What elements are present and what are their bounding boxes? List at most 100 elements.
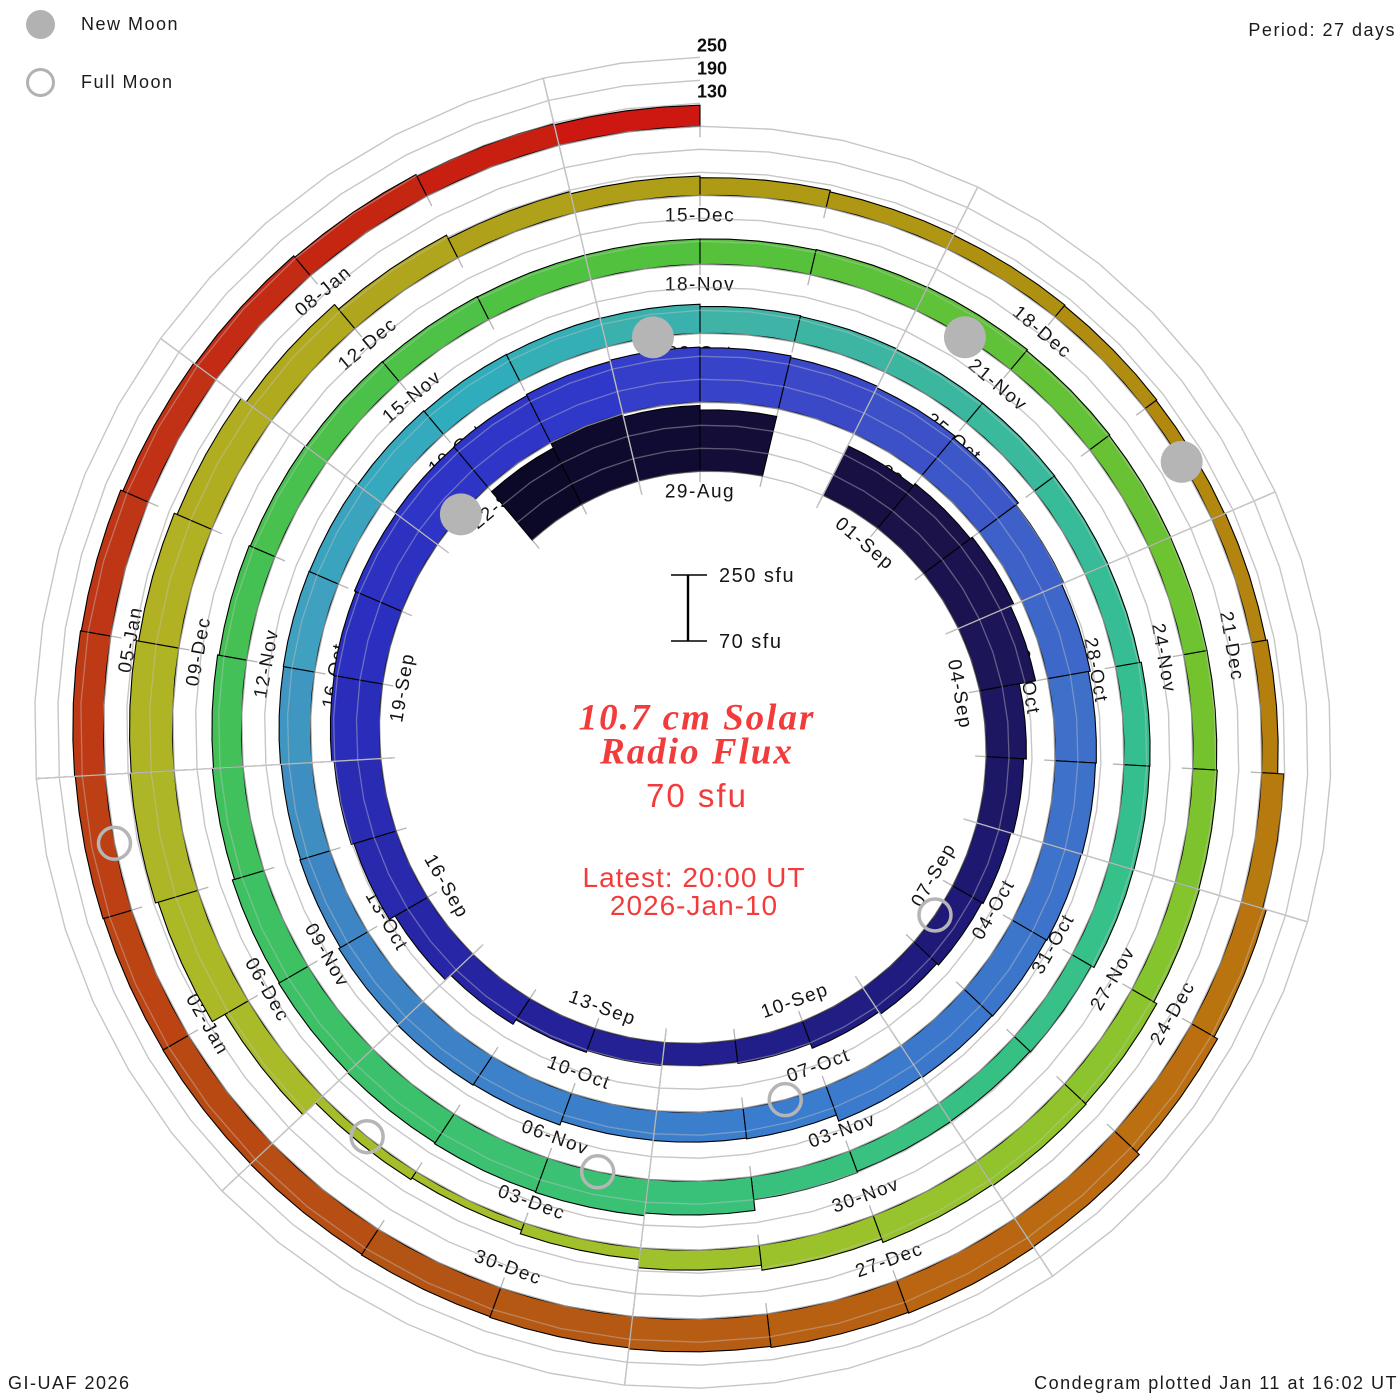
day-tick bbox=[326, 461, 336, 470]
flux-bar bbox=[900, 988, 993, 1079]
full-moon-marker bbox=[917, 897, 953, 933]
flux-bar bbox=[1011, 842, 1082, 942]
grid-spoke-over bbox=[945, 491, 1276, 635]
day-tick bbox=[955, 981, 965, 990]
day-tick bbox=[547, 1147, 553, 1159]
day-tick bbox=[817, 495, 824, 506]
grid-spoke-over bbox=[854, 975, 1054, 1277]
day-tick bbox=[1181, 1017, 1192, 1025]
grid-spoke-over bbox=[624, 1028, 667, 1386]
day-tick bbox=[1164, 878, 1176, 883]
day-tick bbox=[570, 1082, 576, 1094]
grid-spoke-over bbox=[542, 78, 643, 495]
flux-bar bbox=[231, 869, 309, 984]
grid-spoke-over bbox=[816, 186, 979, 509]
new-moon-label: New Moon bbox=[81, 13, 180, 34]
flux-bar bbox=[766, 1280, 910, 1349]
flux-bar bbox=[433, 1113, 549, 1193]
full-moon-marker bbox=[579, 1154, 616, 1190]
grid-spoke-over bbox=[963, 818, 1308, 923]
day-tick bbox=[1240, 642, 1252, 646]
day-tick bbox=[631, 1305, 635, 1317]
grid-spoke-over bbox=[542, 78, 643, 495]
flux-bar bbox=[1042, 760, 1097, 856]
day-tick bbox=[798, 1010, 803, 1022]
day-tick bbox=[321, 1088, 331, 1097]
flux-bar bbox=[896, 1217, 1035, 1314]
grid-spoke-over bbox=[542, 78, 643, 495]
day-tick bbox=[188, 1029, 199, 1036]
flux-bar bbox=[294, 173, 428, 277]
day-tick bbox=[1003, 369, 1012, 379]
day-tick bbox=[1047, 316, 1056, 326]
day-tick bbox=[848, 433, 855, 444]
day-tick bbox=[590, 279, 595, 291]
flux-bar bbox=[825, 191, 955, 250]
day-tick bbox=[892, 1270, 898, 1281]
grid-spoke-over bbox=[160, 337, 449, 554]
full-moon-marker bbox=[767, 1081, 803, 1118]
flux-bar bbox=[278, 665, 316, 765]
day-tick bbox=[868, 1205, 874, 1217]
grid-spoke-over bbox=[816, 186, 979, 509]
day-tick bbox=[914, 572, 925, 581]
full-moon-marker bbox=[349, 1118, 385, 1155]
day-tick bbox=[1181, 767, 1193, 770]
day-tick bbox=[263, 866, 275, 872]
grid-spoke-over bbox=[854, 975, 1054, 1277]
day-tick bbox=[1005, 1028, 1015, 1038]
day-tick bbox=[426, 195, 433, 207]
day-tick bbox=[382, 683, 394, 687]
flux-bar bbox=[699, 347, 792, 410]
new-moon-icon bbox=[26, 9, 55, 39]
flux-bar bbox=[951, 822, 1012, 905]
flux-bar bbox=[346, 1048, 455, 1144]
day-tick bbox=[1230, 898, 1242, 903]
flux-bar bbox=[644, 1176, 756, 1216]
flux-bar bbox=[921, 437, 1020, 533]
day-tick bbox=[741, 1097, 744, 1109]
day-tick bbox=[581, 504, 588, 515]
grid-spoke-over bbox=[221, 944, 484, 1192]
flux-bar bbox=[553, 104, 701, 146]
day-tick bbox=[791, 341, 796, 353]
day-tick bbox=[765, 1303, 768, 1315]
grid-spoke-over bbox=[945, 491, 1276, 635]
flux-bar bbox=[211, 766, 265, 881]
day-tick bbox=[531, 539, 540, 549]
day-tick bbox=[307, 960, 318, 967]
day-tick bbox=[271, 1135, 281, 1145]
flux-bar bbox=[381, 295, 490, 383]
flux-bar bbox=[550, 414, 640, 506]
radial-scale-label: 130 bbox=[697, 81, 727, 101]
date-label: 04-Sep bbox=[943, 658, 976, 731]
day-tick bbox=[948, 627, 959, 634]
new-moon-marker bbox=[943, 316, 986, 359]
flux-bar bbox=[793, 315, 898, 373]
day-tick bbox=[879, 371, 886, 383]
day-tick bbox=[870, 527, 879, 538]
flux-bar bbox=[194, 255, 312, 381]
day-tick bbox=[311, 761, 323, 764]
radial-scale-label: 250 bbox=[697, 35, 727, 55]
day-tick bbox=[1122, 983, 1133, 990]
day-tick bbox=[1025, 490, 1035, 499]
grid-spoke-over bbox=[854, 975, 1054, 1277]
day-tick bbox=[211, 528, 222, 535]
latest-date-label: 2026-Jan-10 bbox=[609, 890, 779, 921]
grid-spoke-over bbox=[945, 491, 1276, 635]
grid-spoke-over bbox=[36, 757, 395, 780]
flux-bar bbox=[1054, 304, 1158, 410]
date-label: 18-Nov bbox=[665, 274, 735, 295]
day-tick bbox=[1112, 763, 1124, 766]
day-tick bbox=[110, 635, 122, 639]
grid-spoke-over bbox=[945, 491, 1276, 635]
day-tick bbox=[354, 328, 363, 338]
day-tick bbox=[329, 846, 341, 852]
day-tick bbox=[314, 671, 326, 675]
day-tick bbox=[491, 1046, 499, 1057]
flux-bar bbox=[652, 1107, 748, 1143]
period-label: Period: 27 days bbox=[1248, 20, 1396, 40]
flux-bar bbox=[699, 409, 778, 477]
